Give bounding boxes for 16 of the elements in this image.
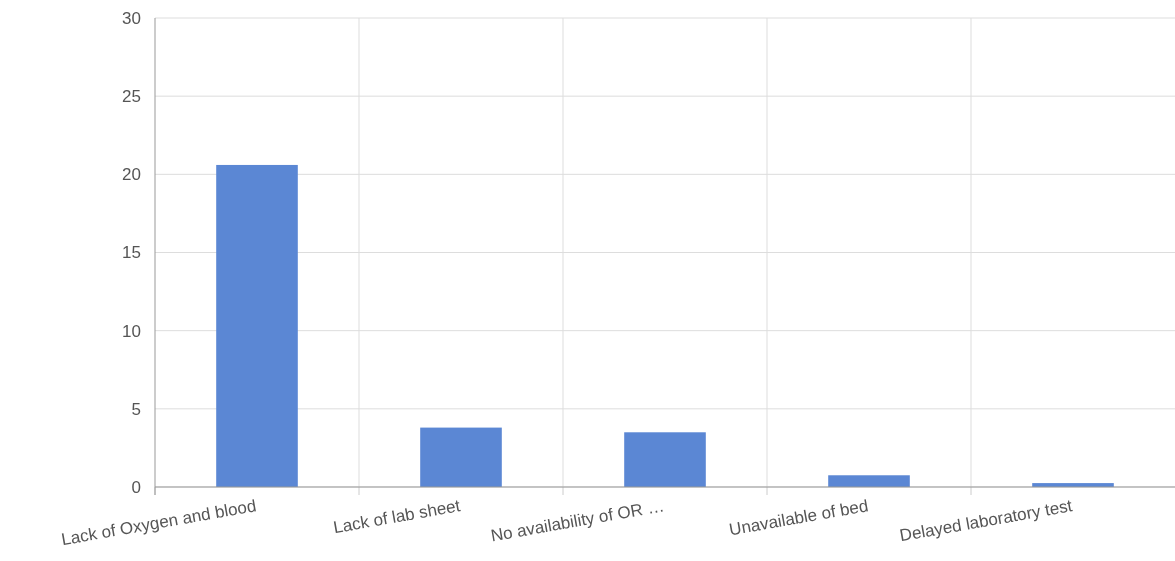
x-tick-label: Unavailable of bed (727, 496, 870, 540)
x-tick-label: Lack of Oxygen and blood (59, 496, 258, 550)
y-tick-label: 5 (131, 399, 141, 419)
y-tick-label: 15 (122, 243, 141, 263)
y-tick-label: 25 (122, 87, 141, 107)
y-tick-label: 10 (122, 321, 141, 341)
bar (216, 164, 298, 487)
bar (420, 427, 502, 487)
y-tick-label: 0 (131, 477, 141, 497)
x-tick-label: Lack of lab sheet (331, 496, 462, 538)
y-tick-label: 20 (122, 165, 141, 185)
bar (624, 432, 706, 487)
x-tick-label: No availability of OR … (489, 496, 666, 546)
y-tick-label: 30 (122, 8, 141, 28)
x-tick-label: Delayed laboratory test (898, 496, 1074, 546)
bar (828, 475, 910, 487)
